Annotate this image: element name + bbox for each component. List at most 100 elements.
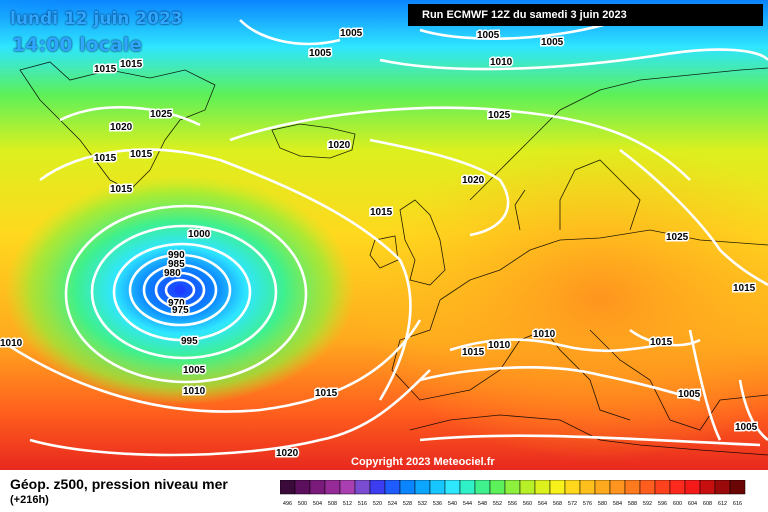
legend-tick-label: 572 bbox=[568, 501, 577, 507]
legend-swatch bbox=[294, 480, 311, 495]
legend-tick-label: 540 bbox=[448, 501, 457, 507]
legend-swatch bbox=[504, 480, 521, 495]
legend-swatch bbox=[309, 480, 326, 495]
legend-swatch bbox=[639, 480, 656, 495]
isobar-line bbox=[619, 148, 768, 287]
pressure-label: 1015 bbox=[650, 337, 673, 348]
legend-swatch bbox=[429, 480, 446, 495]
pressure-label: 1015 bbox=[733, 283, 756, 294]
pressure-label: 995 bbox=[181, 336, 198, 347]
pressure-label: 1005 bbox=[541, 37, 564, 48]
isobar-line bbox=[29, 369, 431, 457]
legend-swatch bbox=[474, 480, 491, 495]
pressure-label: 1000 bbox=[188, 229, 211, 240]
pressure-label: 985 bbox=[168, 259, 185, 270]
pressure-label: 1005 bbox=[678, 389, 701, 400]
forecast-date: lundi 12 juin 2023 bbox=[10, 9, 183, 29]
legend-tick-label: 544 bbox=[463, 501, 472, 507]
isobar-ring bbox=[142, 263, 218, 317]
isobar-line bbox=[449, 338, 661, 353]
legend-tick-label: 552 bbox=[493, 501, 502, 507]
forecast-time: 14:00 locale bbox=[12, 34, 143, 56]
legend-tick-label: 584 bbox=[613, 501, 622, 507]
europe-warm-region bbox=[360, 140, 768, 460]
pressure-label: 1020 bbox=[328, 140, 351, 151]
pressure-label: 1020 bbox=[276, 448, 299, 459]
isobar-line bbox=[59, 106, 201, 127]
legend-tick-label: 616 bbox=[733, 501, 742, 507]
legend-swatch bbox=[339, 480, 356, 495]
legend-tick-label: 496 bbox=[283, 501, 292, 507]
legend-tick-label: 500 bbox=[298, 501, 307, 507]
legend-swatch bbox=[280, 480, 296, 495]
isobar-line bbox=[419, 366, 701, 402]
pressure-label: 1015 bbox=[462, 347, 485, 358]
pressure-label: 1015 bbox=[110, 184, 133, 195]
isobars bbox=[0, 8, 768, 457]
pressure-label: 1025 bbox=[666, 232, 689, 243]
pressure-label: 1015 bbox=[315, 388, 338, 399]
legend-tick-label: 612 bbox=[718, 501, 727, 507]
pressure-labels: 1015 1015 1005 1005 1005 1005 1010 1020 … bbox=[0, 27, 759, 461]
greenland-coast bbox=[19, 61, 216, 191]
legend-tick-label: 596 bbox=[658, 501, 667, 507]
pressure-label: 1010 bbox=[488, 340, 511, 351]
pressure-label: 1010 bbox=[533, 329, 556, 340]
legend-swatch bbox=[729, 480, 746, 495]
legend-swatch bbox=[519, 480, 536, 495]
legend-swatch bbox=[549, 480, 566, 495]
pressure-label: 1010 bbox=[0, 338, 23, 349]
pressure-label: 1010 bbox=[183, 386, 206, 397]
legend-swatch bbox=[399, 480, 416, 495]
pressure-label: 1025 bbox=[488, 110, 511, 121]
legend-swatch bbox=[564, 480, 581, 495]
isobar-ring bbox=[164, 278, 196, 302]
legend-swatch bbox=[654, 480, 671, 495]
isobar-line bbox=[369, 138, 510, 237]
pressure-label: 1005 bbox=[183, 365, 206, 376]
pressure-label: 1005 bbox=[340, 28, 363, 39]
legend-swatch bbox=[594, 480, 611, 495]
legend-tick-label: 576 bbox=[583, 501, 592, 507]
forecast-hour-label: (+216h) bbox=[10, 494, 49, 506]
low-pressure-center bbox=[175, 285, 185, 295]
legend-swatch bbox=[414, 480, 431, 495]
legend-tick-label: 536 bbox=[433, 501, 442, 507]
isobar-ring bbox=[90, 224, 278, 360]
legend-swatch bbox=[579, 480, 596, 495]
isobar-line bbox=[379, 48, 768, 71]
legend-tick-label: 508 bbox=[328, 501, 337, 507]
legend-tick-label: 528 bbox=[403, 501, 412, 507]
legend-swatch bbox=[369, 480, 386, 495]
legend-tick-label: 520 bbox=[373, 501, 382, 507]
pressure-label: 1015 bbox=[94, 153, 117, 164]
legend-tick-label: 580 bbox=[598, 501, 607, 507]
legend-tick-label: 608 bbox=[703, 501, 712, 507]
legend-swatch bbox=[684, 480, 701, 495]
legend-tick-label: 568 bbox=[553, 501, 562, 507]
isobar-ring bbox=[154, 271, 206, 309]
legend-tick-label: 548 bbox=[478, 501, 487, 507]
legend-swatch bbox=[384, 480, 401, 495]
pressure-label: 970 bbox=[168, 298, 185, 309]
pressure-label: 1015 bbox=[370, 207, 393, 218]
isobar-ring bbox=[64, 204, 308, 384]
legend-swatch bbox=[609, 480, 626, 495]
isobar-line bbox=[419, 434, 761, 447]
pressure-label: 980 bbox=[164, 268, 181, 279]
legend-tick-label: 524 bbox=[388, 501, 397, 507]
pressure-label: 1020 bbox=[462, 175, 485, 186]
british-isles-coast bbox=[369, 199, 446, 286]
iceland-coast bbox=[271, 123, 356, 159]
isobar-ring bbox=[112, 242, 252, 342]
pressure-label: 1005 bbox=[735, 422, 758, 433]
isobar-line bbox=[629, 328, 701, 347]
legend-tick-label: 504 bbox=[313, 501, 322, 507]
legend-swatch bbox=[534, 480, 551, 495]
legend-swatch bbox=[624, 480, 641, 495]
legend-swatch bbox=[489, 480, 506, 495]
legend-swatch bbox=[714, 480, 731, 495]
pressure-label: 975 bbox=[172, 305, 189, 316]
isobar-line bbox=[0, 319, 422, 413]
